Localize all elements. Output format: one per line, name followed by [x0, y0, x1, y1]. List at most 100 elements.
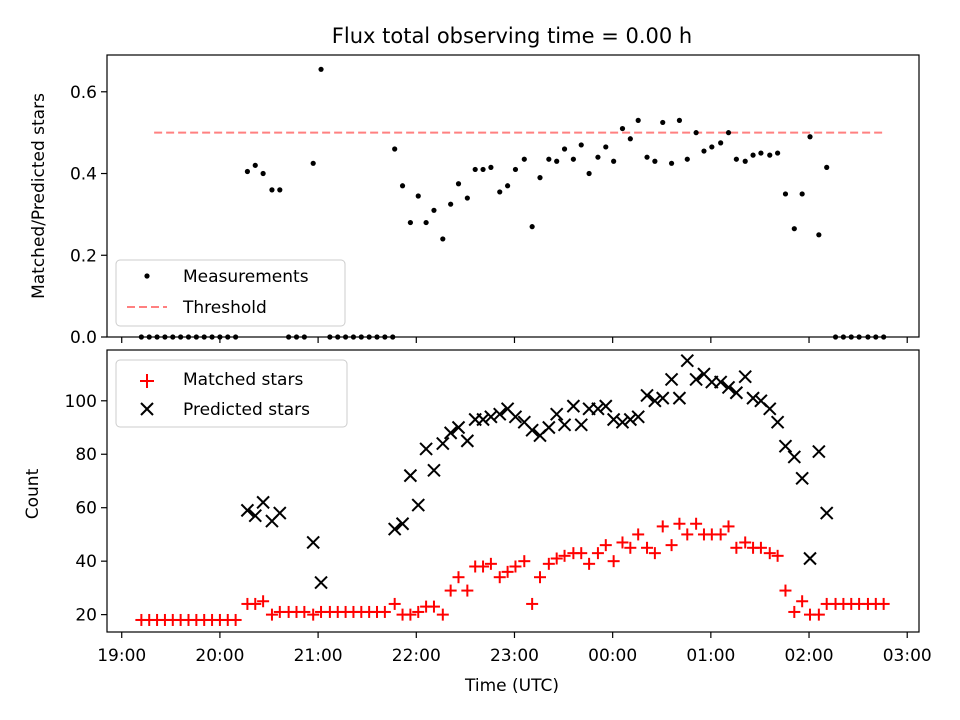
legend-marker-measurements: [144, 273, 150, 279]
measurement-point: [619, 125, 626, 132]
matched-star-point: [591, 547, 604, 560]
x-tick-label: 22:00: [392, 646, 441, 666]
predicted-star-point: [508, 410, 523, 424]
predicted-star-point: [606, 412, 621, 427]
measurement-point: [578, 142, 584, 148]
predicted-star-point: [746, 391, 760, 405]
measurement-point: [512, 166, 519, 173]
matched-star-point: [656, 520, 669, 533]
matched-star-point: [526, 597, 539, 610]
measurement-point: [799, 191, 805, 197]
predicted-star-point: [599, 399, 613, 413]
count-legend-box: [115, 359, 348, 428]
legend-label-measurements: Measurements: [183, 267, 309, 287]
matched-star-point: [542, 557, 555, 570]
measurement-point: [244, 168, 251, 175]
measurement-point: [392, 146, 398, 152]
matched-star-point: [257, 595, 270, 608]
matched-star-point: [534, 571, 547, 584]
count-y-tick-label: 40: [75, 552, 97, 572]
matched-star-point: [575, 547, 588, 560]
predicted-star-point: [819, 506, 834, 520]
measurement-point: [537, 175, 543, 181]
predicted-star-point: [763, 402, 777, 416]
measurement-point: [701, 148, 707, 154]
matched-star-point: [307, 608, 320, 621]
predicted-star-point: [623, 412, 638, 427]
count-y-axis: 20 40 60 80 100: [65, 392, 107, 626]
predicted-star-point: [729, 386, 744, 400]
measurement-point: [684, 156, 690, 162]
count-plot-area: [135, 353, 890, 626]
measurement-point: [782, 191, 789, 197]
predicted-star-point: [240, 503, 255, 518]
predicted-star-point: [443, 426, 458, 440]
predicted-star-point: [427, 463, 441, 477]
measurement-point: [824, 164, 830, 170]
measurement-point: [415, 193, 421, 199]
measurement-point: [269, 187, 275, 193]
predicted-star-point: [615, 415, 630, 429]
ratio-y-tick-label: 0.0: [70, 328, 97, 348]
matched-star-point: [461, 584, 474, 597]
matched-star-point: [714, 528, 727, 541]
measurement-point: [767, 152, 773, 158]
predicted-star-point: [476, 412, 490, 427]
measurement-point: [407, 219, 413, 226]
matched-star-point: [771, 549, 784, 562]
matched-star-point: [599, 539, 612, 552]
predicted-star-point: [542, 420, 556, 435]
measurement-point: [472, 166, 478, 173]
predicted-star-point: [451, 420, 466, 435]
count-y-tick-label: 100: [65, 392, 97, 412]
measurement-point: [718, 140, 724, 146]
ratio-y-axis: 0.0 0.2 0.4 0.6: [70, 83, 107, 348]
measurement-point: [660, 119, 666, 126]
matched-star-point: [427, 600, 440, 613]
measurement-point: [791, 226, 797, 232]
matched-star-point: [452, 571, 465, 584]
count-x-axis: 19:00 20:00 21:00 22:00 23:00 00:00 01:00 02:00…: [97, 632, 932, 666]
matched-star-point: [796, 595, 809, 608]
matched-star-point: [558, 549, 571, 562]
predicted-star-point: [795, 471, 809, 486]
ratio-x-axis: [121, 337, 908, 343]
matched-star-point: [779, 584, 792, 597]
predicted-star-point: [778, 439, 793, 453]
measurement-point: [310, 160, 316, 166]
ratio-y-axis-label: Matched/Predicted stars: [29, 93, 49, 299]
x-tick-label: 23:00: [490, 646, 539, 666]
matched-star-point: [388, 597, 401, 610]
matched-star-point: [436, 608, 449, 621]
matched-star-point: [648, 547, 661, 560]
predicted-star-point: [306, 535, 320, 550]
measurement-point: [758, 150, 764, 156]
predicted-star-point: [689, 372, 703, 387]
predicted-star-point: [591, 402, 605, 416]
matched-star-point: [665, 539, 678, 552]
x-tick-label: 02:00: [785, 646, 834, 666]
matched-star-point: [404, 608, 417, 621]
matched-star-point: [673, 517, 686, 530]
measurement-point: [448, 201, 454, 207]
matched-star-point: [298, 605, 311, 618]
predicted-star-point: [713, 375, 728, 389]
matched-star-point: [607, 555, 620, 568]
x-tick-label: 21:00: [294, 646, 343, 666]
ratio-y-tick-label: 0.2: [70, 246, 97, 266]
measurement-point: [693, 130, 699, 136]
measurement-point: [561, 146, 568, 152]
ratio-legend: Measurements Threshold: [115, 259, 346, 327]
measurement-point: [807, 134, 813, 140]
measurement-point: [750, 152, 756, 158]
measurement-point: [627, 136, 633, 142]
predicted-star-point: [549, 407, 564, 421]
measurement-point: [635, 117, 641, 123]
measurement-point: [709, 144, 715, 150]
predicted-star-point: [664, 372, 679, 387]
measurement-point: [586, 170, 592, 177]
matched-star-point: [730, 541, 743, 554]
matched-star-point: [493, 571, 506, 584]
predicted-star-point: [403, 468, 418, 483]
matched-star-point: [412, 605, 425, 618]
